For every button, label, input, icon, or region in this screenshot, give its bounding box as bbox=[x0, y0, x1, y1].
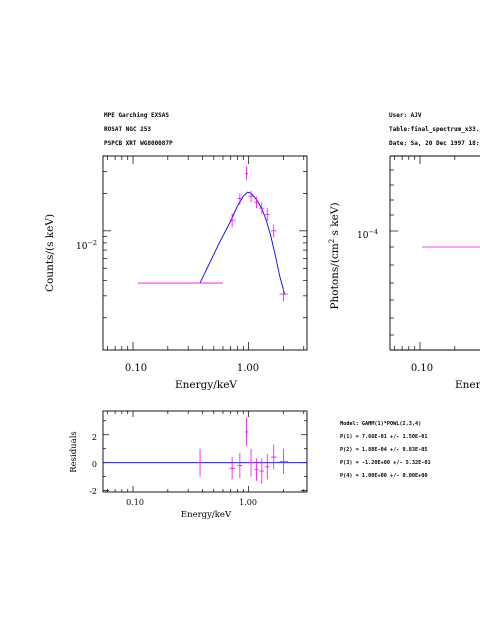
residual-point bbox=[254, 458, 259, 481]
residual-point bbox=[248, 448, 254, 477]
y-tick-label-1e-2: 10−2 bbox=[76, 239, 97, 252]
residual-point bbox=[264, 454, 270, 480]
x-tick-label-1.00: 1.00 bbox=[237, 363, 259, 374]
param-line-1: P(1) = 7.66E-01 +/- 1.50E-01 bbox=[340, 434, 427, 440]
res-y-tick-label-minus2: -2 bbox=[89, 487, 97, 496]
header-left-line-1: MPE Garching EXSAS bbox=[104, 112, 169, 119]
model-parameters: Model: GAMM(1)*POWL(2,3,4) P(1) = 7.66E-… bbox=[340, 421, 431, 479]
x-axis-label: Energy/keV bbox=[175, 379, 237, 391]
residual-point bbox=[229, 457, 236, 480]
param-line-3: P(3) = -1.20E+00 +/- 5.32E-01 bbox=[340, 460, 431, 466]
model-curve-line bbox=[199, 191, 286, 295]
residual-point bbox=[279, 448, 289, 474]
header-right: User: AJV Table:final_spectrum_x33. Date… bbox=[389, 112, 479, 147]
data-point bbox=[270, 224, 277, 238]
header-left: MPE Garching EXSAS ROSAT NGC 253 PSPCB X… bbox=[104, 112, 173, 147]
photon-y-axis-label: Photons/(cm2 s keV) bbox=[328, 202, 341, 309]
residual-points bbox=[198, 417, 289, 484]
data-point bbox=[237, 193, 243, 205]
param-line-2: P(2) = 1.88E-04 +/- 9.83E-05 bbox=[340, 447, 427, 453]
header-right-line-3: Date: Sa, 20 Dec 1997 18: bbox=[389, 140, 479, 147]
residual-point bbox=[244, 417, 249, 446]
res-x-axis-label: Energy/keV bbox=[181, 510, 232, 520]
header-left-line-2: ROSAT NGC 253 bbox=[104, 126, 151, 133]
photon-x-tick-label-0.10: 0.10 bbox=[411, 363, 433, 374]
data-point bbox=[279, 287, 289, 302]
x-tick-label-0.10: 0.10 bbox=[125, 363, 147, 374]
data-point bbox=[248, 190, 254, 203]
data-point bbox=[264, 208, 270, 221]
data-points bbox=[137, 166, 289, 302]
residual-point bbox=[270, 444, 277, 470]
res-x-tick-label-0.10: 0.10 bbox=[126, 498, 144, 507]
res-y-tick-label-0: 0 bbox=[92, 460, 97, 469]
spectrum-plot-frame bbox=[102, 155, 308, 351]
header-right-line-1: User: AJV bbox=[389, 112, 422, 119]
spectrum-plot-ticks bbox=[103, 155, 307, 350]
residuals-plot-frame bbox=[102, 410, 308, 493]
res-y-axis-label: Residuals bbox=[69, 431, 79, 473]
photon-x-axis-label: Ener bbox=[455, 379, 480, 391]
model-curve bbox=[199, 191, 286, 295]
data-point bbox=[244, 166, 249, 181]
residual-point bbox=[198, 448, 202, 477]
residual-point bbox=[259, 458, 265, 484]
header-right-line-2: Table:final_spectrum_x33. bbox=[389, 126, 479, 133]
model-line: Model: GAMM(1)*POWL(2,3,4) bbox=[340, 421, 421, 427]
photon-y-tick-label-1e-4: 10−4 bbox=[357, 228, 378, 241]
photon-spectrum-plot: 0.10 Ener 10−4 Photons/(cm2 s keV) bbox=[328, 155, 480, 391]
header-left-line-3: PSPCB XRT WG800087P bbox=[104, 140, 173, 147]
residual-point bbox=[237, 452, 243, 479]
y-axis-label: Counts/(s keV) bbox=[44, 214, 56, 292]
residuals-plot-ticks bbox=[103, 411, 307, 492]
data-point bbox=[229, 213, 236, 228]
spectrum-plot: 0.10 1.00 Energy/keV 10−2 Counts/(s keV) bbox=[44, 155, 308, 391]
res-x-tick-label-1.00: 1.00 bbox=[239, 498, 257, 507]
photon-plot-ticks bbox=[390, 156, 456, 350]
data-point bbox=[259, 202, 265, 214]
residuals-plot: 0.10 1.00 Energy/keV 2 0 -2 Residuals bbox=[69, 410, 308, 520]
res-y-tick-label-2: 2 bbox=[92, 433, 97, 442]
param-line-4: P(4) = 1.00E+00 +/- 0.00E+00 bbox=[340, 473, 427, 479]
data-point bbox=[254, 196, 259, 209]
